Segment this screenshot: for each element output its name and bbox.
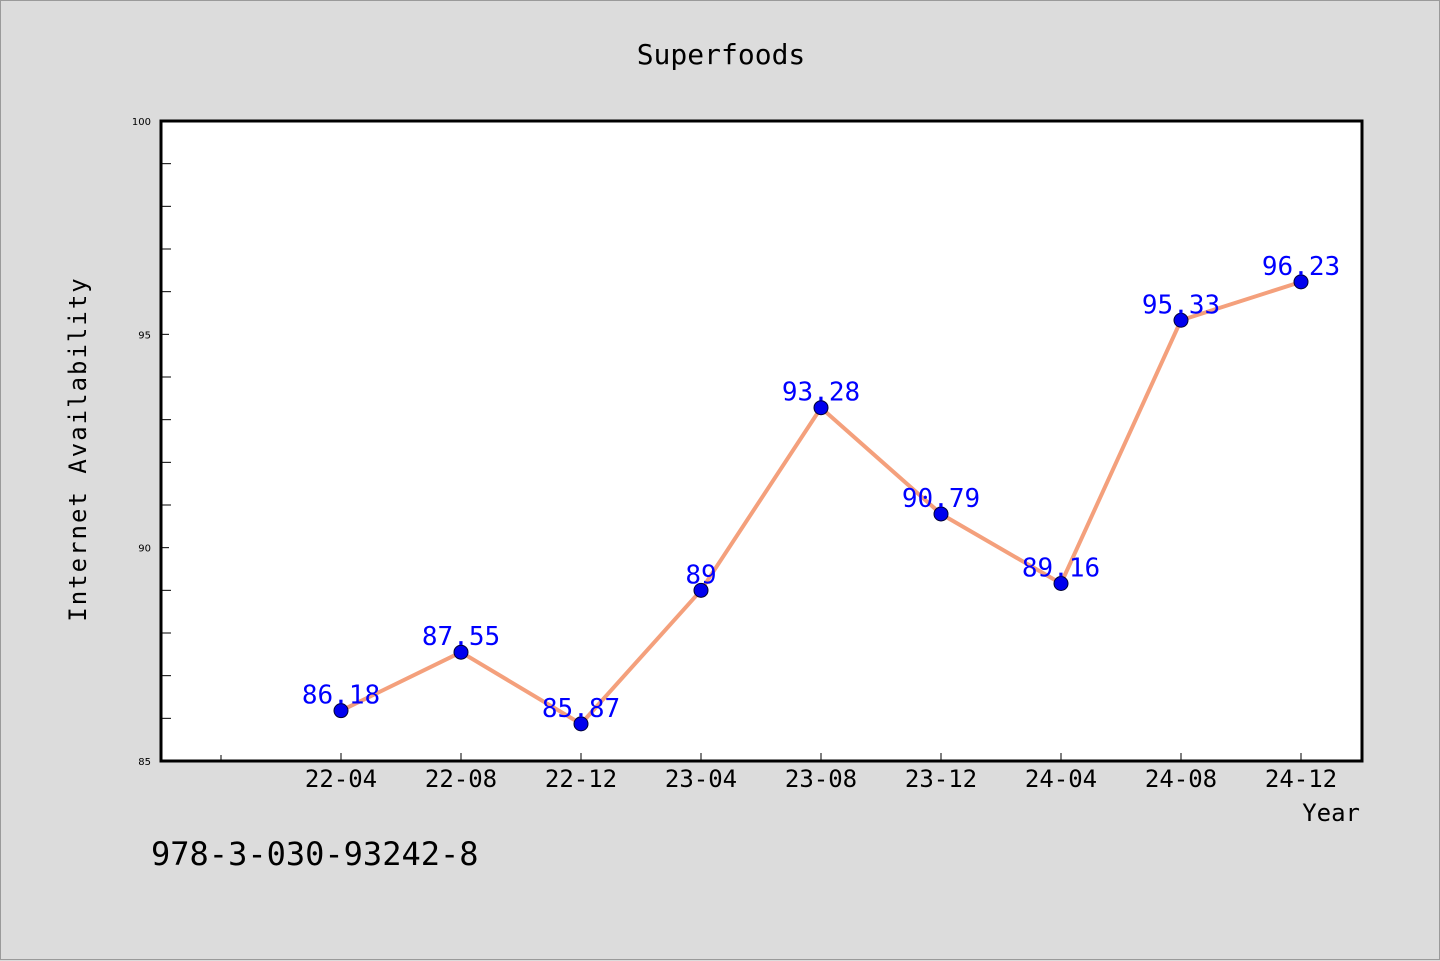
data-point — [1053, 576, 1069, 592]
plot-area — [159, 119, 1364, 763]
footer-code: 978-3-030-93242-8 — [151, 835, 479, 873]
y-tick-label: 100 — [132, 117, 151, 128]
data-label: 93.28 — [782, 378, 860, 408]
y-tick-label: 90 — [138, 544, 151, 555]
data-label: 96.23 — [1262, 252, 1340, 282]
data-point — [813, 400, 829, 416]
data-label: 90.79 — [902, 484, 980, 514]
x-tick-label: 22-08 — [425, 765, 497, 793]
data-point — [333, 703, 349, 719]
x-tick-label: 22-12 — [545, 765, 617, 793]
data-points — [333, 274, 1309, 732]
x-tick-label: 24-04 — [1025, 765, 1097, 793]
data-label: 87.55 — [422, 622, 500, 652]
data-point — [693, 582, 709, 598]
chart-title: Superfoods — [637, 38, 806, 71]
data-point — [933, 506, 949, 522]
x-tick-label: 23-04 — [665, 765, 737, 793]
x-tick-label: 22-04 — [305, 765, 377, 793]
data-label: 89.16 — [1022, 554, 1100, 584]
data-label: 95.33 — [1142, 290, 1220, 320]
x-tick-label: 24-08 — [1145, 765, 1217, 793]
x-tick-label: 24-12 — [1265, 765, 1337, 793]
data-point — [1173, 312, 1189, 328]
data-point — [453, 644, 469, 660]
x-axis-ticks: 22-04 22-08 22-12 23-04 23-08 23-12 24-04 24-08… — [220, 753, 1337, 793]
data-label: 86.18 — [302, 681, 380, 711]
data-labels: 86.18 87.55 85.87 89 93.28 90.79 89.16 95.33 96.… — [302, 252, 1340, 724]
y-axis-label: Internet Availability — [64, 276, 92, 621]
x-tick-label: 23-08 — [785, 765, 857, 793]
data-point — [1293, 274, 1309, 290]
y-tick-label: 85 — [138, 757, 151, 768]
data-label: 89 — [685, 560, 716, 590]
y-axis-ticks: 85 90 95 100 — [132, 117, 169, 768]
y-tick-label: 95 — [138, 330, 151, 341]
x-axis-label: Year — [1302, 799, 1360, 827]
x-tick-label: 23-12 — [905, 765, 977, 793]
data-point — [573, 716, 589, 732]
y-minor-ticks — [161, 163, 171, 719]
data-label: 85.87 — [542, 694, 620, 724]
